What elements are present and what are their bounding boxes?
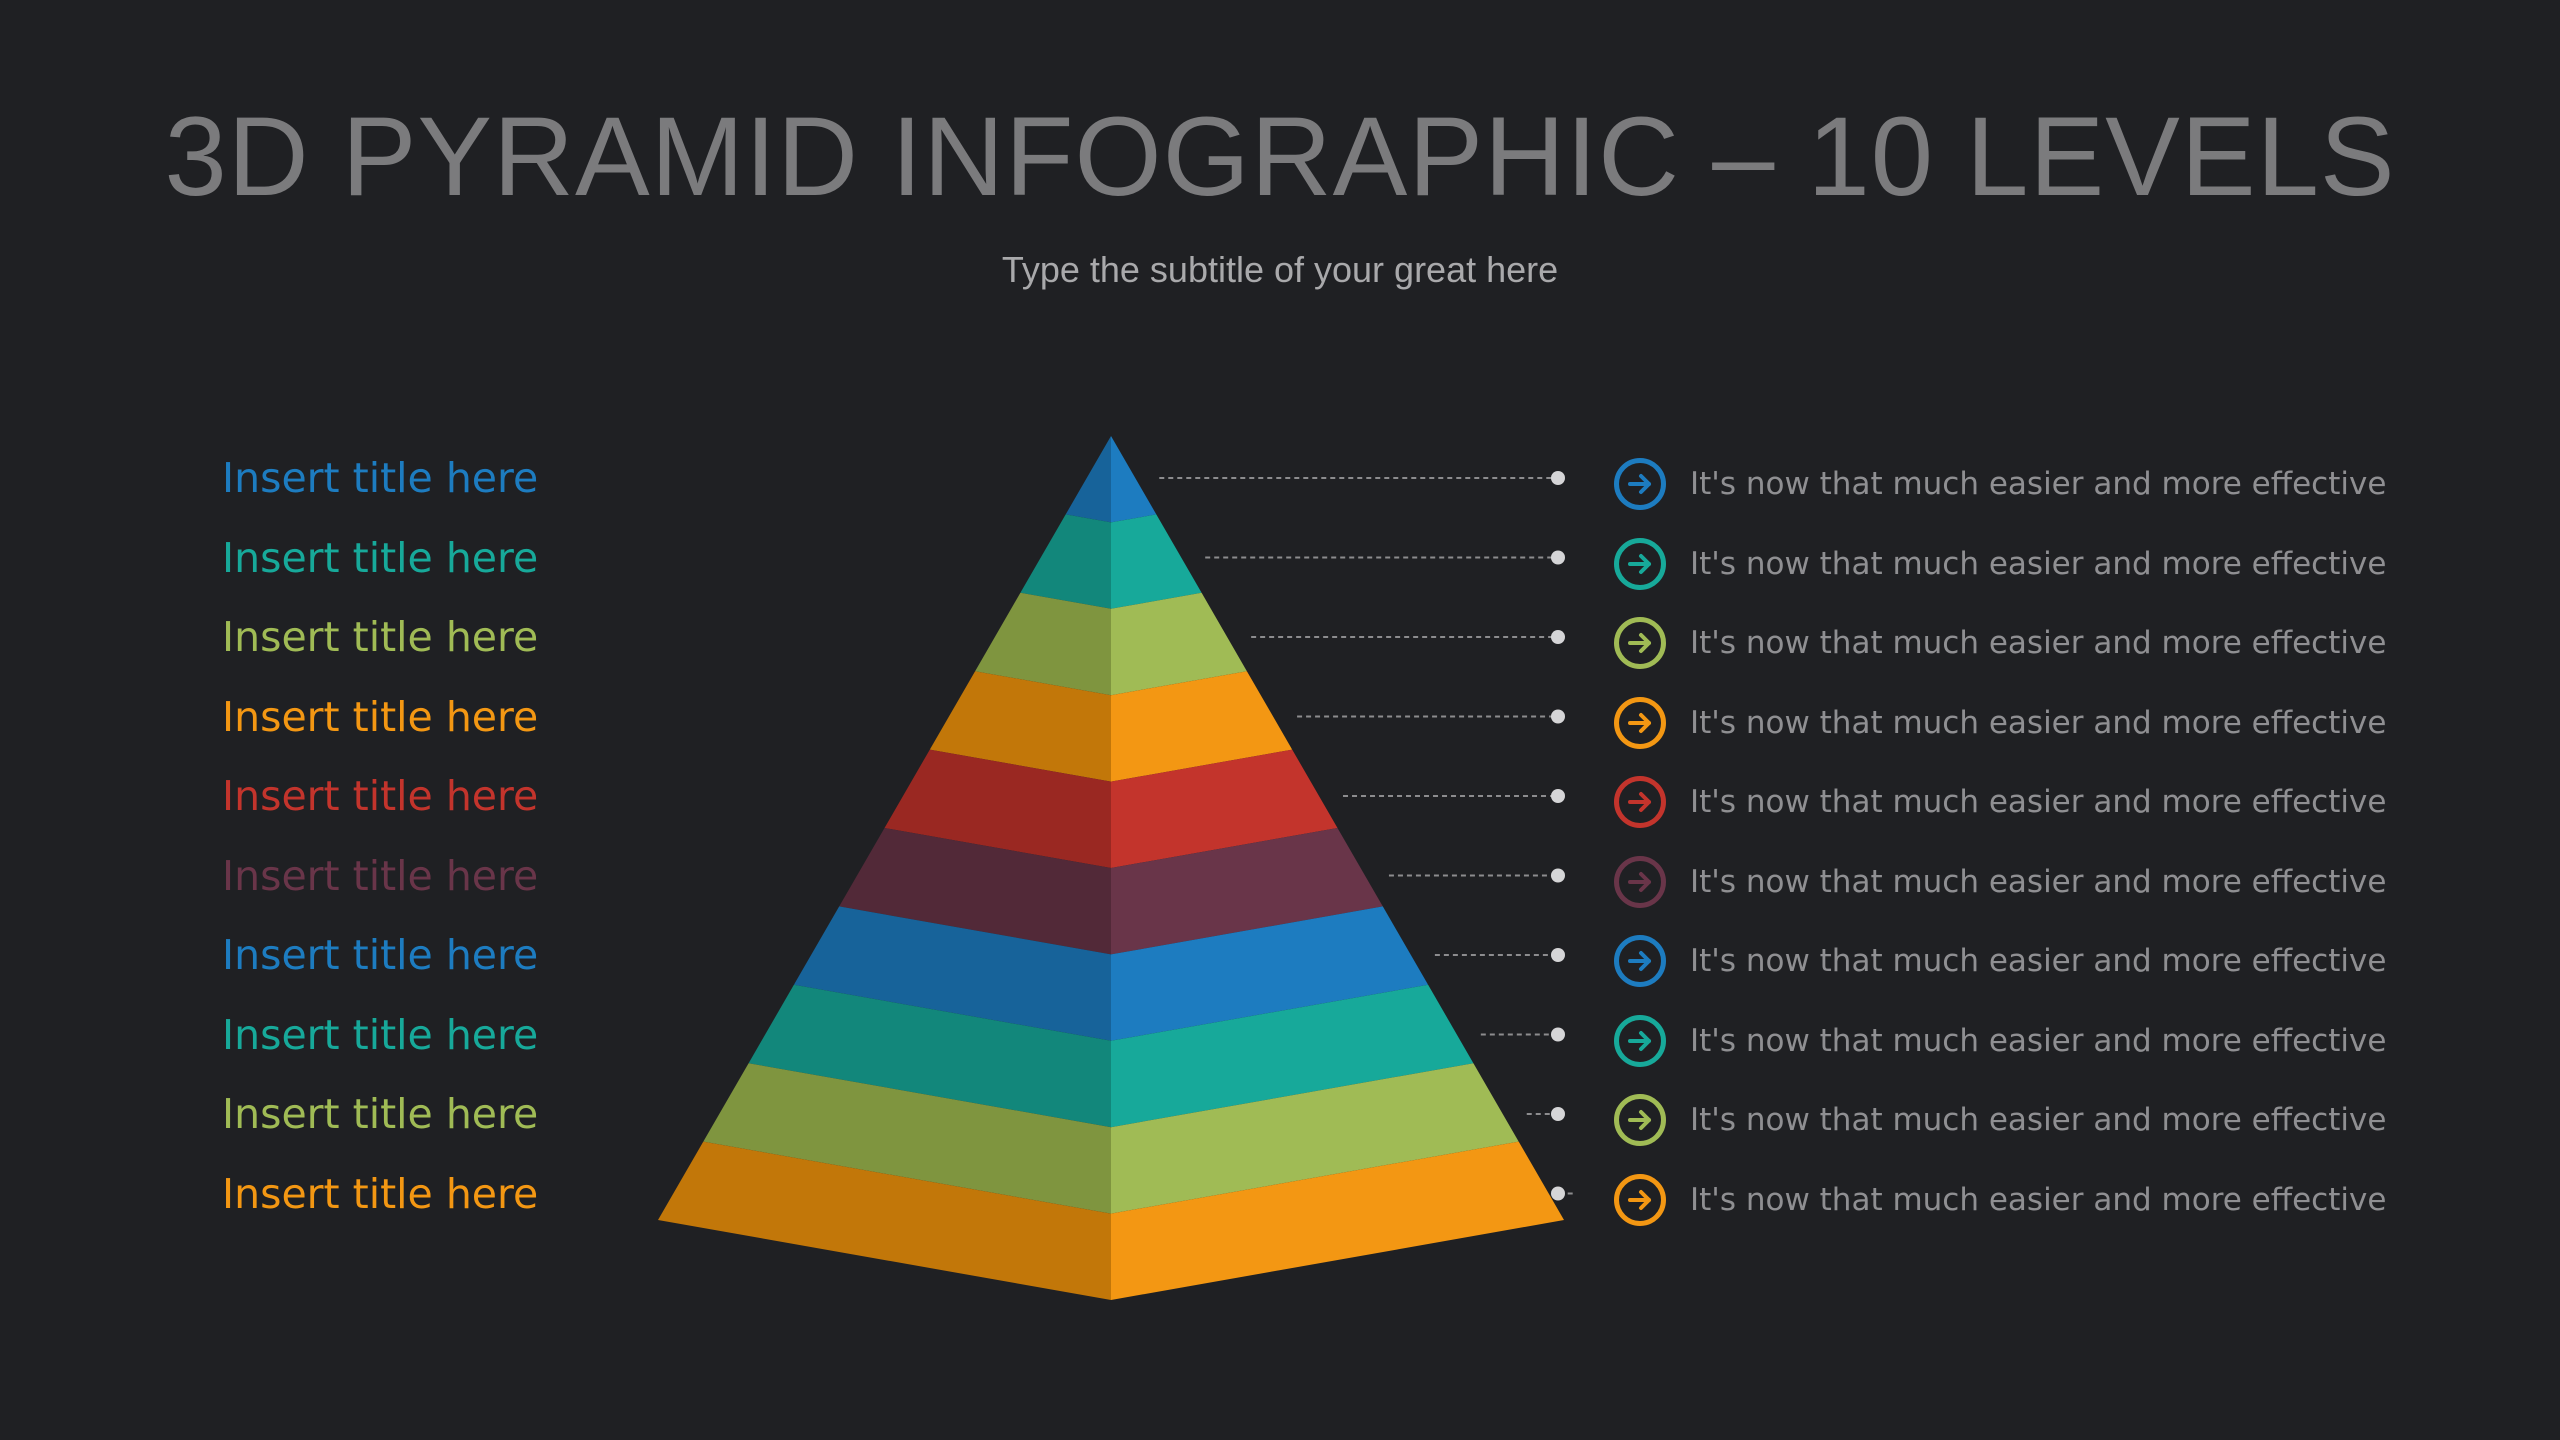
- connector-dot-3: [1551, 630, 1565, 644]
- pyramid-level-8-right-face: [1111, 984, 1474, 1128]
- connector-dot-10: [1551, 1186, 1565, 1201]
- pyramid-level-8-left-face: [748, 984, 1111, 1128]
- slide-subtitle: Type the subtitle of your great here: [1001, 249, 1559, 290]
- pyramid-level-1-right-face: [1111, 436, 1157, 523]
- arrow-right-circle-icon: [1614, 696, 1666, 749]
- connector-dot-1: [1551, 471, 1565, 485]
- pyramid-level-2-left-face: [1020, 514, 1111, 609]
- pyramid-level-7-left-face: [793, 906, 1111, 1041]
- slide-title: 3D PYRAMID INFOGRAPHIC – 10 LEVELS: [164, 94, 2396, 219]
- connector-dot-7: [1551, 948, 1565, 962]
- pyramid-level-9-left-face: [703, 1063, 1111, 1214]
- pyramid-level-10-left-face: [658, 1141, 1111, 1300]
- pyramid-level-4-right-face: [1111, 671, 1293, 782]
- pyramid-level-3-right-face: [1111, 592, 1247, 696]
- connector-dot-2: [1551, 550, 1565, 565]
- pyramid-level-3-left-face: [975, 592, 1111, 696]
- pyramid-level-9-right-face: [1111, 1063, 1519, 1214]
- level-title-5: Insert title here: [222, 772, 539, 820]
- arrow-right-circle-icon: [1614, 776, 1666, 828]
- arrow-right-circle-icon: [1614, 537, 1666, 590]
- level-title-9: Insert title here: [222, 1090, 539, 1138]
- level-description-9: It's now that much easier and more effec…: [1690, 1102, 2387, 1138]
- pyramid-level-1-left-face: [1065, 436, 1111, 523]
- level-title-3: Insert title here: [222, 613, 539, 661]
- pyramid-level-2-right-face: [1111, 514, 1202, 609]
- level-description-4: It's now that much easier and more effec…: [1690, 704, 2387, 741]
- pyramid-level-10-right-face: [1111, 1141, 1564, 1300]
- level-title-10: Insert title here: [222, 1169, 539, 1218]
- pyramid-level-7-right-face: [1111, 906, 1429, 1041]
- level-description-7: It's now that much easier and more effec…: [1690, 943, 2387, 979]
- level-title-1: Insert title here: [222, 454, 539, 502]
- arrow-right-circle-icon: [1614, 1014, 1666, 1067]
- level-description-2: It's now that much easier and more effec…: [1690, 545, 2387, 582]
- level-description-5: It's now that much easier and more effec…: [1690, 784, 2387, 820]
- arrow-right-circle-icon: [1614, 1094, 1666, 1146]
- pyramid-level-6-right-face: [1111, 828, 1383, 955]
- pyramid-level-6-left-face: [839, 828, 1111, 955]
- level-title-4: Insert title here: [222, 692, 539, 741]
- level-description-1: It's now that much easier and more effec…: [1690, 466, 2387, 502]
- level-title-2: Insert title here: [222, 533, 539, 582]
- level-description-3: It's now that much easier and more effec…: [1690, 625, 2387, 661]
- level-description-10: It's now that much easier and more effec…: [1690, 1181, 2387, 1218]
- pyramid-level-5-left-face: [884, 749, 1111, 868]
- pyramid-level-5-right-face: [1111, 749, 1338, 868]
- level-title-8: Insert title here: [222, 1010, 539, 1059]
- level-title-6: Insert title here: [222, 851, 539, 900]
- connector-dot-8: [1551, 1027, 1565, 1042]
- arrow-right-circle-icon: [1614, 1173, 1666, 1226]
- pyramid: [658, 436, 1564, 1300]
- connector-dot-9: [1551, 1107, 1565, 1121]
- arrow-right-circle-icon: [1614, 458, 1666, 510]
- arrow-right-circle-icon: [1614, 617, 1666, 669]
- connector-dot-5: [1551, 789, 1565, 803]
- pyramid-level-4-left-face: [929, 671, 1111, 782]
- level-description-8: It's now that much easier and more effec…: [1690, 1022, 2387, 1059]
- level-title-7: Insert title here: [222, 931, 539, 979]
- arrow-right-circle-icon: [1614, 935, 1666, 987]
- connector-dot-6: [1551, 868, 1565, 883]
- arrow-right-circle-icon: [1614, 855, 1666, 908]
- connector-dot-4: [1551, 709, 1565, 724]
- level-description-6: It's now that much easier and more effec…: [1690, 863, 2387, 900]
- connector-lines: [1159, 471, 1573, 1201]
